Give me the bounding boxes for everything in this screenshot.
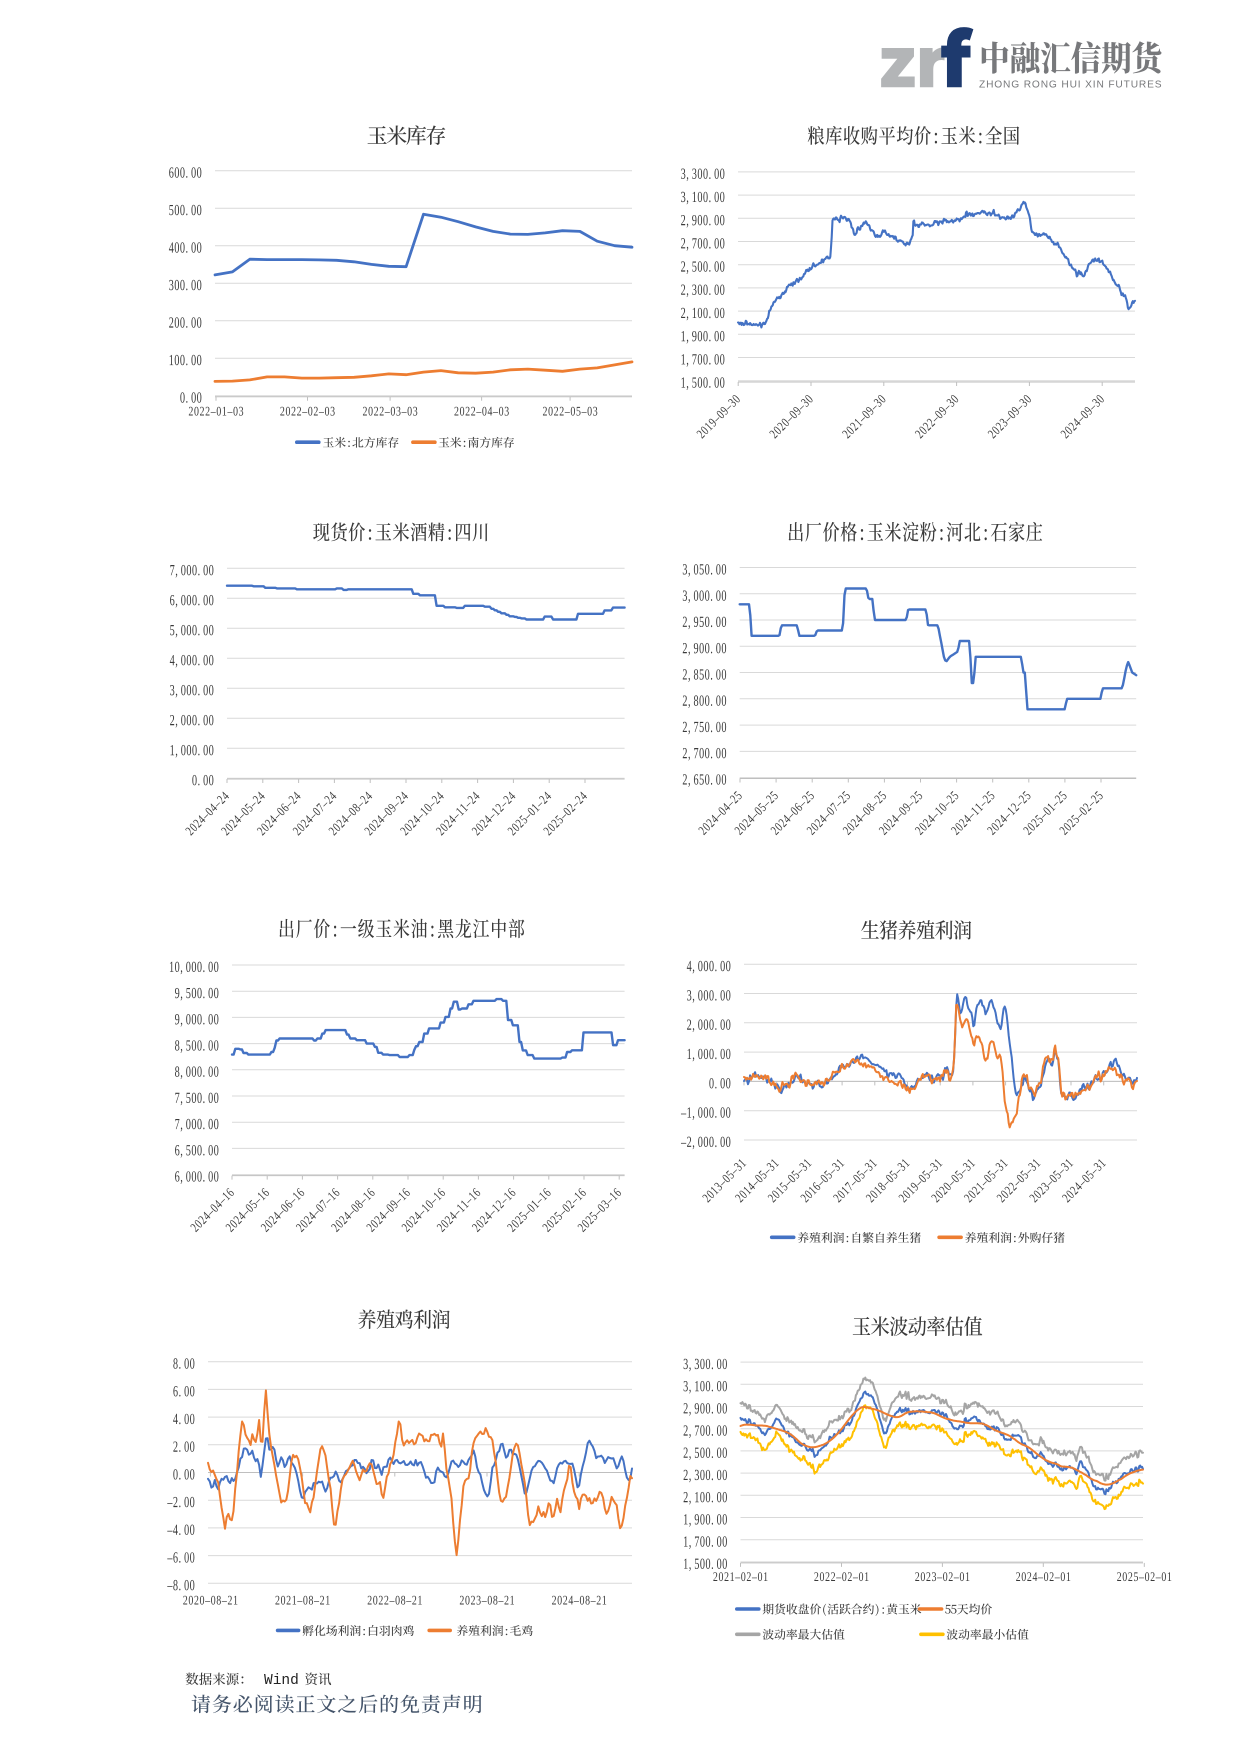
svg-text:ZHONG RONG HUI XIN FUTURES: ZHONG RONG HUI XIN FUTURES	[979, 80, 1162, 91]
svg-text:Wind: Wind	[264, 1673, 299, 1689]
